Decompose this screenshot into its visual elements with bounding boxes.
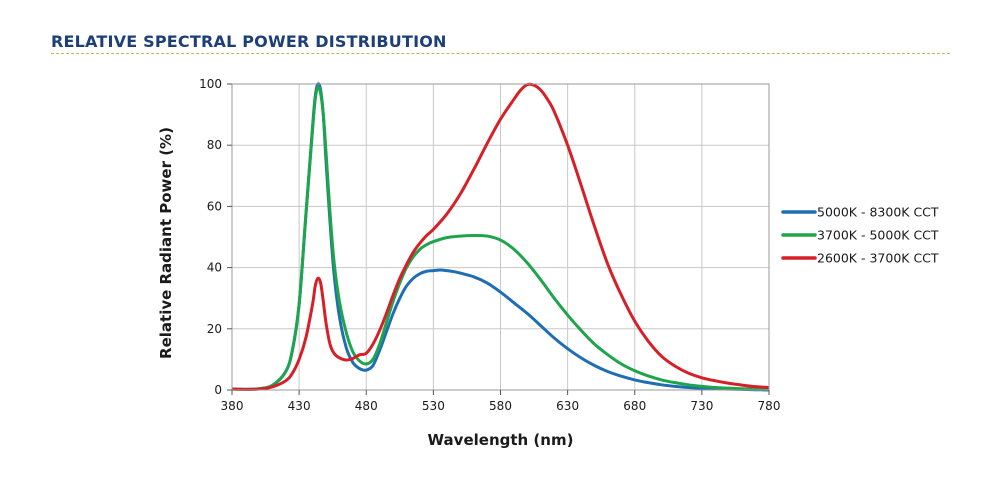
y-tick-label: 60 (207, 199, 222, 213)
title-divider (51, 53, 950, 54)
y-tick-label: 80 (207, 138, 222, 152)
legend-label: 2600K - 3700K CCT (817, 251, 939, 266)
x-tick-label: 380 (221, 399, 244, 413)
x-axis-title: Wavelength (nm) (428, 431, 574, 449)
y-tick-label: 100 (199, 77, 222, 91)
x-tick-label: 480 (355, 399, 378, 413)
y-tick-label: 20 (207, 322, 222, 336)
legend-label: 5000K - 8300K CCT (817, 205, 939, 220)
series-lines (232, 82, 769, 392)
y-axis-title: Relative Radiant Power (%) (157, 127, 175, 359)
y-tick-label: 0 (214, 383, 222, 397)
x-tick-label: 580 (489, 399, 512, 413)
legend: 5000K - 8300K CCT 3700K - 5000K CCT 2600K … (781, 205, 939, 266)
series-line-2 (232, 85, 769, 391)
series-line-3 (232, 82, 769, 391)
x-tick-label: 730 (690, 399, 713, 413)
y-tick-label: 40 (207, 261, 222, 275)
legend-label: 3700K - 5000K CCT (817, 228, 939, 243)
section-title: RELATIVE SPECTRAL POWER DISTRIBUTION (51, 32, 447, 51)
x-tick-label: 680 (623, 399, 646, 413)
x-tick-label: 430 (288, 399, 311, 413)
axis-ticks: 380 430 480 530 580 630 680 730 780 0 20 40 60 80 100 (199, 77, 780, 413)
x-tick-label: 530 (422, 399, 445, 413)
x-tick-label: 630 (556, 399, 579, 413)
x-tick-label: 780 (758, 399, 781, 413)
